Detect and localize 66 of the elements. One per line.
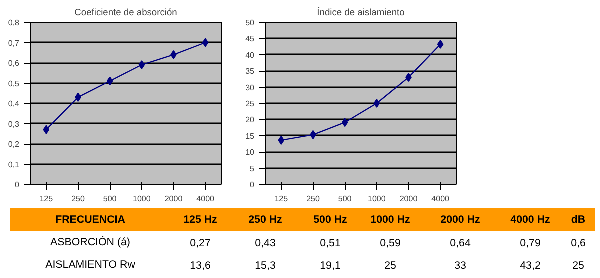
y-tick-label: 0,1 <box>8 160 20 170</box>
data-label: 0,43 <box>255 238 276 250</box>
x-tick-label: 1000 <box>133 194 152 204</box>
y-tick-label: 0,8 <box>8 18 20 28</box>
series-label: ASBORCIÓN (á) <box>50 236 130 248</box>
y-tick-label: 15 <box>246 132 256 141</box>
y-tick-label: 0,3 <box>8 120 20 129</box>
data-label: 0,59 <box>380 238 401 250</box>
point <box>202 38 209 48</box>
x-tick-label: 1000 <box>368 194 386 204</box>
data-label: 33 <box>454 260 466 272</box>
y-tick-label: 40 <box>246 50 256 60</box>
point <box>43 125 50 134</box>
point <box>374 99 380 108</box>
data-label: 0,64 <box>450 238 471 250</box>
category-label: 125 Hz <box>184 214 218 226</box>
data-label: 15,3 <box>255 260 276 272</box>
x-tick-label: 250 <box>306 194 320 204</box>
text: FRECUENCIA <box>56 214 126 226</box>
y-tick-label: 45 <box>246 34 256 44</box>
y-tick-label: 0 <box>15 180 20 190</box>
y-tick-label: 0 <box>250 180 256 190</box>
category-label: 2000 Hz <box>440 214 480 226</box>
data-label: 0,79 <box>520 238 541 250</box>
y-tick-label: 20 <box>246 116 256 125</box>
point <box>138 60 146 70</box>
category-label: 250 Hz <box>248 214 282 226</box>
category-label: 500 Hz <box>314 214 348 226</box>
y-tick-label: 5 <box>250 164 256 174</box>
x-tick-label: 4000 <box>432 194 450 204</box>
x-tick-label: 125 <box>274 194 289 204</box>
x-tick-label: 500 <box>103 194 118 204</box>
y-tick-label: 35 <box>246 67 256 76</box>
x-tick-label: 4000 <box>196 194 216 204</box>
data-label: 0,6 <box>571 238 586 250</box>
chart-title: Coeficiente de absorción <box>74 8 178 18</box>
y-tick-label: 0,4 <box>8 100 20 108</box>
y-tick-label: 50 <box>246 18 256 28</box>
data-label: 0,27 <box>190 238 211 250</box>
x-tick-label: 2000 <box>164 194 184 204</box>
chart-title: Índice de aislamiento <box>317 6 405 18</box>
data-label: 0,51 <box>320 238 341 250</box>
category-label: 4000 Hz <box>510 214 550 226</box>
data-label: 13,6 <box>190 260 211 272</box>
point <box>437 40 444 50</box>
data-label: 19,1 <box>320 260 341 272</box>
data-label: 25 <box>572 260 584 272</box>
y-tick-label: 30 <box>246 83 256 92</box>
y-tick-label: 10 <box>246 148 256 158</box>
x-tick-label: 250 <box>72 194 86 204</box>
x-tick-label: 500 <box>338 194 352 204</box>
category-label: dB <box>571 214 586 226</box>
text: AISLAMIENTO Rw <box>46 259 136 272</box>
category-label: 1000 Hz <box>370 214 410 226</box>
y-tick-label: 0,7 <box>8 38 20 48</box>
point <box>106 76 114 86</box>
y-tick-label: 0,6 <box>8 59 20 68</box>
data-label: 43,2 <box>520 260 541 272</box>
point <box>278 136 285 145</box>
x-tick-label: 125 <box>40 194 54 204</box>
x-tick-label: 2000 <box>400 194 418 204</box>
point <box>342 118 348 128</box>
data-label: 25 <box>384 260 396 272</box>
y-tick-label: 25 <box>246 100 256 108</box>
y-tick-label: 0,2 <box>8 140 20 149</box>
y-tick-label: 0,5 <box>8 79 20 88</box>
